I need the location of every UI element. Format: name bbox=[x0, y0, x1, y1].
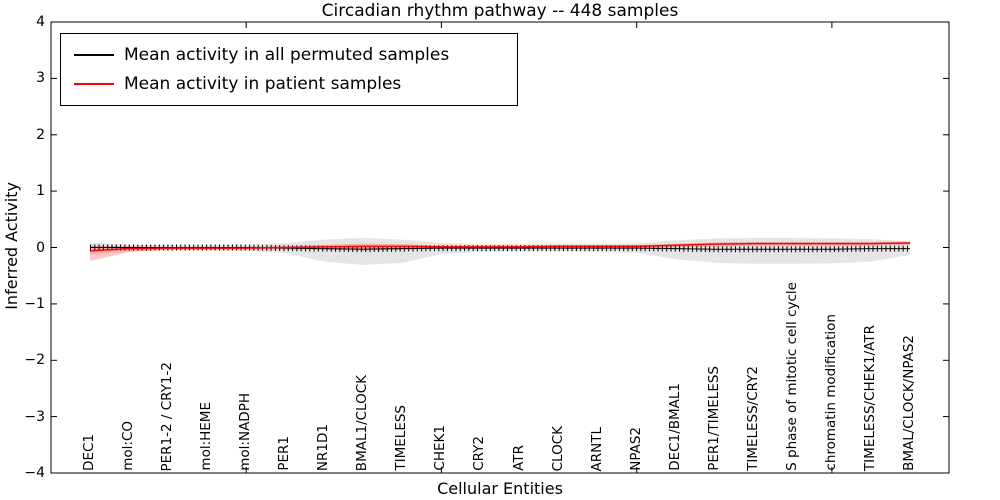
x-tick-label: chromatin modification bbox=[822, 314, 839, 471]
x-tick-label: mol:NADPH bbox=[237, 393, 254, 471]
x-tick-label: NPAS2 bbox=[627, 427, 644, 471]
x-tick-label: DEC1 bbox=[81, 434, 98, 471]
x-tick-label: CHEK1 bbox=[432, 425, 449, 471]
x-tick-label: CLOCK bbox=[549, 425, 566, 471]
y-tick-label: 1 bbox=[36, 183, 45, 200]
legend-line-icon bbox=[74, 53, 114, 56]
x-tick-label: BMAL1/CLOCK bbox=[354, 374, 371, 471]
legend-label: Mean activity in all permuted samples bbox=[124, 44, 450, 65]
x-tick-label: PER1 bbox=[276, 436, 293, 471]
y-tick-label: 2 bbox=[36, 126, 45, 143]
x-tick-label: ATR bbox=[510, 445, 527, 471]
patient-mean-line bbox=[89, 242, 911, 252]
y-tick-label: 4 bbox=[36, 14, 45, 30]
x-tick-label: NR1D1 bbox=[315, 423, 332, 471]
y-tick-label: −3 bbox=[24, 408, 45, 425]
x-axis-label: Cellular Entities bbox=[437, 479, 563, 498]
chart-title: Circadian rhythm pathway -- 448 samples bbox=[321, 1, 679, 21]
x-tick-label: TIMELESS/CRY2 bbox=[744, 366, 761, 471]
legend-item: Mean activity in all permuted samples bbox=[74, 40, 507, 69]
x-tick-label: PER1-2 / CRY1-2 bbox=[159, 361, 176, 471]
x-tick-label: TIMELESS/CHEK1/ATR bbox=[861, 324, 878, 471]
x-tick-label: DEC1/BMAL1 bbox=[666, 383, 683, 471]
y-tick-label: 3 bbox=[36, 70, 45, 87]
y-tick-label: 0 bbox=[36, 239, 45, 256]
y-tick-label: −4 bbox=[24, 465, 45, 481]
legend-item: Mean activity in patient samples bbox=[74, 69, 507, 98]
legend: Mean activity in all permuted samples Mea… bbox=[60, 33, 518, 106]
x-tick-label: BMAL/CLOCK/NPAS2 bbox=[900, 335, 917, 471]
x-tick-label: PER1/TIMELESS bbox=[705, 366, 722, 471]
x-tick-label: ARNTL bbox=[588, 426, 605, 471]
legend-label: Mean activity in patient samples bbox=[124, 73, 402, 94]
x-tick-label: TIMELESS bbox=[393, 405, 410, 471]
legend-line-icon bbox=[74, 82, 114, 85]
y-tick-label: −2 bbox=[24, 352, 45, 369]
x-tick-label: mol:HEME bbox=[198, 402, 215, 471]
y-tick-label: −1 bbox=[24, 295, 45, 312]
x-tick-label: S phase of mitotic cell cycle bbox=[783, 282, 800, 471]
x-tick-label: CRY2 bbox=[471, 436, 488, 471]
x-tick-label: mol:CO bbox=[120, 421, 137, 471]
